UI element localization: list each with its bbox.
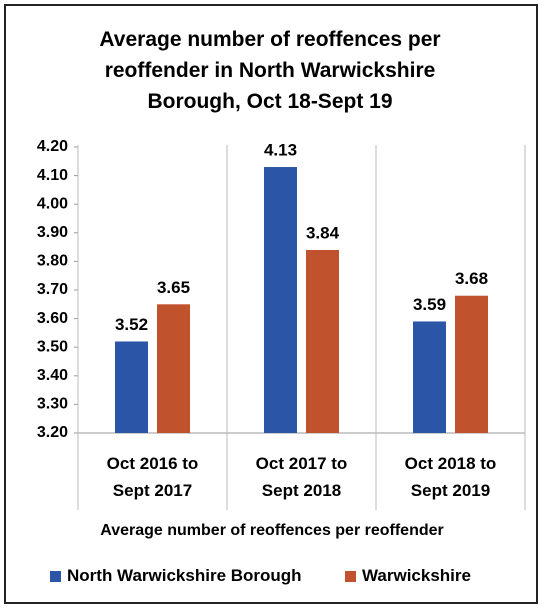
legend-swatch [345, 570, 356, 582]
bar [264, 167, 297, 433]
data-label: 3.65 [157, 278, 190, 297]
legend-label: Warwickshire [362, 566, 471, 585]
legend-swatch [50, 570, 61, 582]
legend-item: North Warwickshire Borough [50, 566, 302, 586]
data-label: 3.59 [413, 295, 446, 314]
y-tick-label: 3.90 [37, 224, 68, 241]
legend-label: North Warwickshire Borough [67, 566, 302, 585]
x-tick-label: Oct 2017 to Sept 2018 [255, 454, 348, 500]
y-tick-label: 4.20 [37, 138, 68, 155]
frame [4, 4, 538, 604]
y-tick-label: 4.00 [37, 195, 68, 212]
legend-item: Warwickshire [345, 566, 471, 586]
y-tick-label: 3.50 [37, 338, 68, 355]
y-tick-label: 3.60 [37, 310, 68, 327]
y-tick-label: 4.10 [37, 167, 68, 184]
bar [157, 304, 190, 433]
y-tick-label: 3.40 [37, 367, 68, 384]
x-tick-label: Oct 2016 to Sept 2017 [106, 454, 199, 500]
bar [455, 295, 488, 433]
chart-title: Average number of reoffences per reoffen… [99, 28, 441, 113]
y-tick-label: 3.80 [37, 253, 68, 270]
y-tick-label: 3.20 [37, 424, 68, 441]
data-label: 3.84 [306, 223, 340, 242]
data-label: 3.52 [115, 315, 148, 334]
x-axis-title: Average number of reoffences per reoffen… [100, 522, 444, 539]
data-label: 3.68 [455, 269, 488, 288]
bar [413, 321, 446, 433]
x-tick-label: Oct 2018 to Sept 2019 [404, 454, 497, 500]
bar [115, 341, 148, 433]
y-tick-label: 3.30 [37, 396, 68, 413]
y-tick-label: 3.70 [37, 281, 68, 298]
bar [306, 249, 339, 433]
data-label: 4.13 [264, 141, 297, 160]
